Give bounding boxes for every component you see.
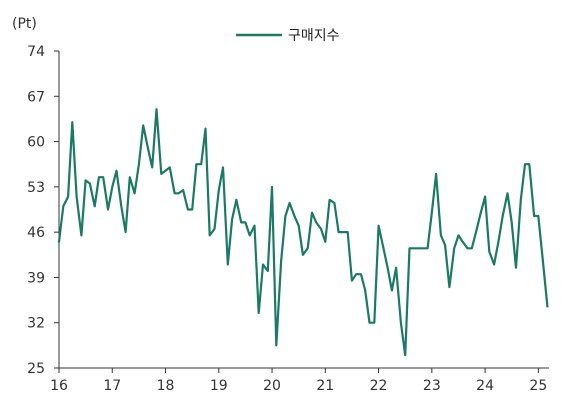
x-tick-label: 23	[423, 378, 441, 394]
y-tick-label: 60	[27, 135, 45, 151]
y-tick-label: 74	[27, 44, 45, 60]
y-tick-label: 39	[27, 270, 45, 286]
x-tick-label: 17	[103, 378, 121, 394]
x-tick-label: 20	[263, 378, 281, 394]
x-tick-label: 21	[316, 378, 334, 394]
y-axis: 74 67 60 53 46 39 32 25	[27, 44, 60, 377]
y-tick-label: 53	[27, 180, 45, 196]
x-tick-label: 24	[476, 378, 494, 394]
x-tick-label: 19	[210, 378, 228, 394]
legend-label: 구매지수	[288, 28, 340, 44]
series-layer	[57, 108, 549, 357]
y-tick-label: 25	[27, 361, 45, 377]
legend: 구매지수	[236, 28, 340, 44]
x-tick-label: 22	[370, 378, 388, 394]
x-tick-label: 25	[529, 378, 547, 394]
x-tick-label: 18	[157, 378, 175, 394]
series-line	[57, 108, 549, 357]
x-tick-label: 16	[50, 378, 68, 394]
y-tick-label: 32	[27, 316, 45, 332]
y-tick-label: 67	[27, 89, 45, 105]
y-tick-label: 46	[27, 225, 45, 241]
x-axis: 16 17 18 19 20 21 22 23 24 25	[50, 367, 549, 394]
y-axis-unit-label: (Pt)	[12, 16, 37, 32]
